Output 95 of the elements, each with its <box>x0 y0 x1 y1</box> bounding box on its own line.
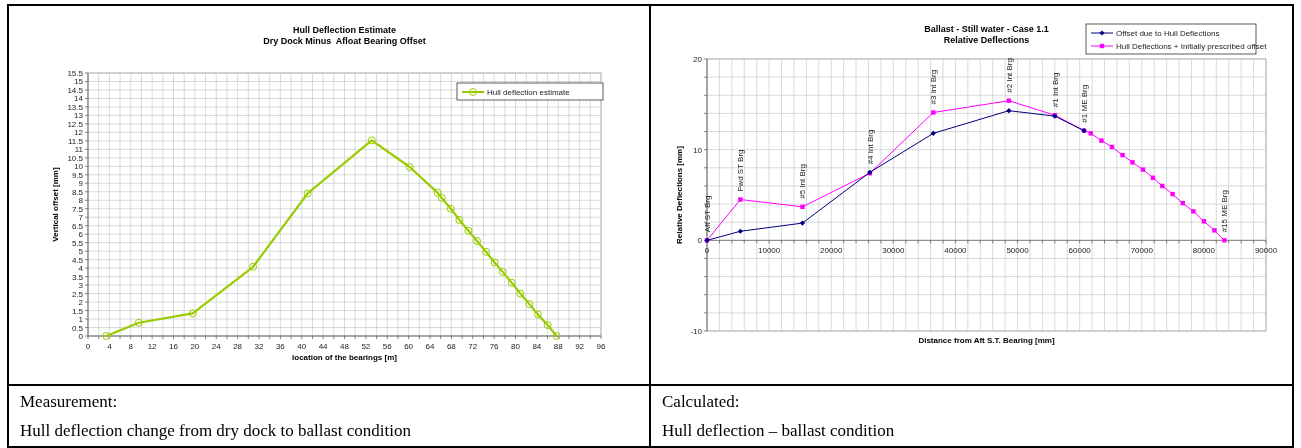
text: Calculated: <box>662 392 740 411</box>
x-tick-label: 90000 <box>1254 246 1278 256</box>
y-tick-label: 5 <box>78 247 84 257</box>
y-tick-label: 0 <box>78 332 84 341</box>
y-tick-label: 4 <box>78 264 84 274</box>
chart-subtitle: Relative Deflections <box>943 35 1030 45</box>
y-tick-label: 14.5 <box>67 85 84 95</box>
y-tick-label: 3 <box>78 281 84 291</box>
y-tick-label: 8 <box>78 196 84 206</box>
x-tick-label: 20000 <box>820 246 843 256</box>
x-tick-label: 44 <box>318 342 329 351</box>
x-tick-label: 84 <box>532 342 542 351</box>
x-tick-label: 80 <box>511 342 521 351</box>
x-tick-label: 0 <box>85 342 91 351</box>
x-tick-label: 48 <box>340 342 350 351</box>
x-tick-label: 0 <box>704 246 710 256</box>
y-tick-label: 6.5 <box>71 221 84 231</box>
y-tick-label: 6 <box>78 230 84 240</box>
annotation: #15 ME Brg <box>1220 190 1230 233</box>
y-tick-label: 1 <box>78 315 84 325</box>
y-tick-label: 12.5 <box>67 119 84 129</box>
x-axis-title: Distance from Aft S.T. Bearing [mm] <box>918 336 1055 345</box>
x-tick-label: 72 <box>468 342 478 351</box>
annotation: #3 Int Brg <box>929 69 939 105</box>
chart-title: Ballast - Still water - Case 1.1 <box>924 24 1049 34</box>
x-tick-label: 64 <box>425 342 435 351</box>
x-tick-label: 40000 <box>944 246 968 256</box>
x-axis-title: location of the bearings [m] <box>292 353 398 362</box>
y-tick-label: 5.5 <box>71 238 84 248</box>
y-tick-label: 0.5 <box>71 323 84 333</box>
x-tick-label: 36 <box>275 342 286 351</box>
x-tick-label: 76 <box>489 342 500 351</box>
y-tick-label: 11 <box>74 145 84 155</box>
x-tick-label: 32 <box>254 342 264 351</box>
y-tick-label: 3.5 <box>71 272 84 282</box>
y-tick-label: 1.5 <box>71 306 84 316</box>
x-tick-label: 92 <box>575 342 585 351</box>
x-tick-label: 30000 <box>882 246 906 256</box>
x-tick-label: 20 <box>190 342 200 351</box>
y-tick-label: 8.5 <box>71 187 84 197</box>
annotation: Aft ST Brg <box>703 195 712 233</box>
x-tick-label: 8 <box>128 342 134 351</box>
y-tick-label: 2 <box>78 298 84 308</box>
y-tick-label: 0 <box>697 236 703 246</box>
x-tick-label: 80000 <box>1192 246 1216 256</box>
x-tick-label: 24 <box>211 342 222 351</box>
x-tick-label: 40 <box>297 342 307 351</box>
y-tick-label: 10 <box>74 162 84 172</box>
y-tick-label: 4.5 <box>71 255 84 265</box>
annotation: #2 Int Brg <box>1004 58 1014 93</box>
x-tick-label: 60 <box>404 342 414 351</box>
y-tick-label: 7 <box>78 213 84 223</box>
y-axis-title: Relative Deflections [mm] <box>675 145 684 244</box>
legend-label: Hull Deflections + Initially prescribed offset <box>1116 42 1268 51</box>
x-tick-label: 96 <box>596 342 606 351</box>
y-tick-label: 15.5 <box>67 69 84 78</box>
annotation: #4 Int Brg <box>865 129 875 165</box>
x-tick-label: 4 <box>107 342 113 351</box>
y-tick-label: 11.5 <box>68 136 84 146</box>
annotation: #1 Int Brg <box>1050 72 1060 108</box>
x-tick-label: 70000 <box>1130 246 1154 256</box>
y-tick-label: 10.5 <box>67 153 84 163</box>
y-tick-label: 20 <box>693 55 703 64</box>
y-tick-label: 2.5 <box>71 289 84 299</box>
y-tick-label: 13 <box>74 111 84 121</box>
y-tick-label: 13.5 <box>67 102 84 112</box>
chart-subtitle: Dry Dock Minus Afloat Bearing Offset <box>263 36 426 46</box>
x-tick-label: 60000 <box>1068 246 1092 256</box>
y-tick-label: 14 <box>74 94 84 104</box>
x-tick-label: 16 <box>169 342 179 351</box>
text: Hull deflection change from dry dock to ballast condition <box>20 421 412 440</box>
legend-label: Offset due to Hull Deflections <box>1116 29 1220 38</box>
x-tick-label: 12 <box>147 342 158 351</box>
x-tick-label: 68 <box>446 342 457 351</box>
x-tick-label: 88 <box>553 342 564 351</box>
y-tick-label: 9.5 <box>71 170 84 180</box>
annotation: #1 ME Brg <box>1080 84 1090 123</box>
annotation: Fwd ST Brg <box>736 149 746 192</box>
y-tick-label: 12 <box>74 128 84 138</box>
x-tick-label: 50000 <box>1006 246 1030 256</box>
annotation: #5 Int Brg <box>798 164 808 199</box>
text: Hull deflection – ballast condition <box>662 421 895 440</box>
y-tick-label: 9 <box>78 179 84 189</box>
y-tick-label: 15 <box>74 77 84 87</box>
y-tick-label: 10 <box>693 145 703 155</box>
y-axis-title: Vertical offset [mm] <box>51 167 60 242</box>
x-tick-label: 10000 <box>757 246 781 256</box>
y-tick-label: 7.5 <box>71 204 84 214</box>
y-tick-label: -10 <box>690 327 703 336</box>
x-tick-label: 28 <box>233 342 243 351</box>
chart-title: Hull Deflection Estimate <box>292 25 397 35</box>
x-tick-label: 52 <box>361 342 371 351</box>
x-tick-label: 56 <box>382 342 393 351</box>
legend-label: Hull deflection estimate <box>487 88 571 97</box>
text: Measurement: <box>20 392 118 411</box>
